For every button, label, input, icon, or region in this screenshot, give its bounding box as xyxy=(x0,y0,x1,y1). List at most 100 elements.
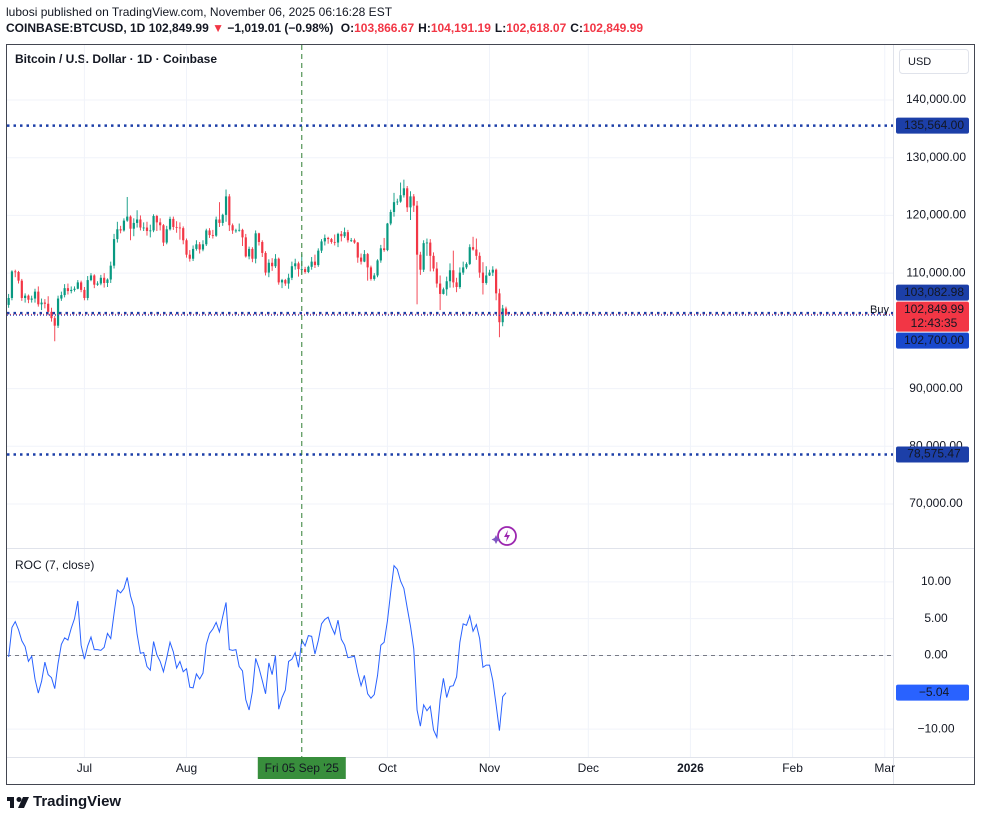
candle-body xyxy=(462,267,465,273)
countdown: 12:43:35 xyxy=(911,316,958,330)
candle-body xyxy=(336,233,340,243)
candle-body xyxy=(162,225,165,243)
candle-body xyxy=(37,291,40,305)
x-tick-label: Mar xyxy=(874,761,895,775)
x-tick-label: Dec xyxy=(578,761,599,775)
candle-body xyxy=(139,219,142,228)
candle-body xyxy=(274,258,277,267)
candle-body xyxy=(356,242,359,258)
y-tick-label: 120,000.00 xyxy=(906,208,966,222)
y-tick-label: 130,000.00 xyxy=(906,150,966,164)
candle-body xyxy=(116,229,119,240)
header: lubosi published on TradingView.com, Nov… xyxy=(6,4,643,36)
candle-body xyxy=(396,201,399,203)
symbol: COINBASE:BTCUSD, 1D xyxy=(6,21,146,35)
candle-body xyxy=(458,272,461,288)
currency[interactable]: USD xyxy=(908,56,931,68)
currency-button[interactable] xyxy=(899,49,969,74)
candle-body xyxy=(419,254,422,270)
candle-body xyxy=(320,241,323,251)
candle-body xyxy=(33,291,37,299)
candle-body xyxy=(191,248,195,259)
change-arrow: ▼ xyxy=(212,21,224,35)
candle-body xyxy=(350,240,353,242)
ohlc: O:103,866.67 H:104,191.19 L:102,618.07 C:10… xyxy=(337,21,643,35)
candle-body xyxy=(208,230,211,236)
roc-line xyxy=(8,564,507,740)
candle-body xyxy=(122,220,126,231)
published-line: lubosi published on TradingView.com, Nov… xyxy=(6,5,393,19)
ohlc-value: 102,618.07 xyxy=(506,21,567,35)
y-tick-label: 5.00 xyxy=(924,611,948,625)
candle-body xyxy=(155,216,158,223)
candle-body xyxy=(109,265,112,280)
candle-body xyxy=(149,230,152,232)
candle-body xyxy=(185,240,188,255)
candle-body xyxy=(445,281,448,290)
price-label-box xyxy=(896,301,969,332)
logo xyxy=(7,797,29,808)
candle-body xyxy=(402,188,405,196)
candle-body xyxy=(224,196,228,215)
candle-body xyxy=(330,239,333,242)
candle-body xyxy=(27,295,30,300)
candle-body xyxy=(47,303,50,312)
change: −1,019.01 (−0.98%) xyxy=(227,21,334,35)
candle-body xyxy=(504,308,508,315)
candle-body xyxy=(432,255,435,269)
candle-body xyxy=(129,216,132,229)
candle-body xyxy=(244,237,247,257)
candle-body xyxy=(376,260,379,276)
candle-body xyxy=(267,262,270,273)
candle-body xyxy=(471,247,475,250)
candle-body xyxy=(145,227,149,232)
candle-body xyxy=(498,293,501,323)
candle-body xyxy=(327,237,330,240)
candle-body xyxy=(30,298,33,300)
candle-body xyxy=(389,211,392,224)
candle-body xyxy=(290,266,294,278)
candle-body xyxy=(198,244,201,250)
candle-body xyxy=(485,275,488,283)
symbol-line: COINBASE:BTCUSD, 1D 102,849.99 ▼ −1,019.… xyxy=(6,20,643,36)
candle-body xyxy=(379,248,382,261)
candle-body xyxy=(439,283,442,294)
candle-body xyxy=(188,254,191,259)
price-label: 103,082.98 xyxy=(904,285,964,299)
ohlc-key: C: xyxy=(570,21,583,35)
y-tick-label: 70,000.00 xyxy=(909,496,963,510)
candle-body xyxy=(80,282,83,290)
ohlc-key: H: xyxy=(418,21,431,35)
y-tick-label: 110,000.00 xyxy=(906,265,965,279)
candle-body xyxy=(406,188,409,208)
price-label-box xyxy=(896,684,969,701)
indicator-title: ROC (7, close) xyxy=(15,558,94,572)
candle-body xyxy=(99,277,102,284)
candle-body xyxy=(24,295,27,298)
candle-body xyxy=(297,263,300,270)
candle-body xyxy=(373,275,376,279)
price-label-box xyxy=(896,446,969,463)
y-tick-label: 10.00 xyxy=(921,574,951,588)
candle-body xyxy=(303,269,307,272)
y-tick-label: −10.00 xyxy=(917,721,954,735)
candle-body xyxy=(475,249,478,256)
candle-body xyxy=(465,263,468,268)
candle-body xyxy=(271,262,274,267)
price-label: 102,700.00 xyxy=(904,333,964,347)
candle-body xyxy=(452,270,455,283)
candle-body xyxy=(14,271,17,273)
candle-body xyxy=(442,289,445,294)
candle-body xyxy=(284,280,287,284)
candle-body xyxy=(346,232,349,241)
candle-body xyxy=(241,229,244,238)
x-tick-label: Feb xyxy=(782,761,803,775)
candle-body xyxy=(119,229,122,231)
candle-body xyxy=(409,196,412,208)
chart-title: Bitcoin / U.S. Dollar · 1D · Coinbase xyxy=(15,52,217,66)
lightning-icon xyxy=(491,526,517,546)
candle-body xyxy=(491,269,494,273)
candle-body xyxy=(238,229,241,231)
